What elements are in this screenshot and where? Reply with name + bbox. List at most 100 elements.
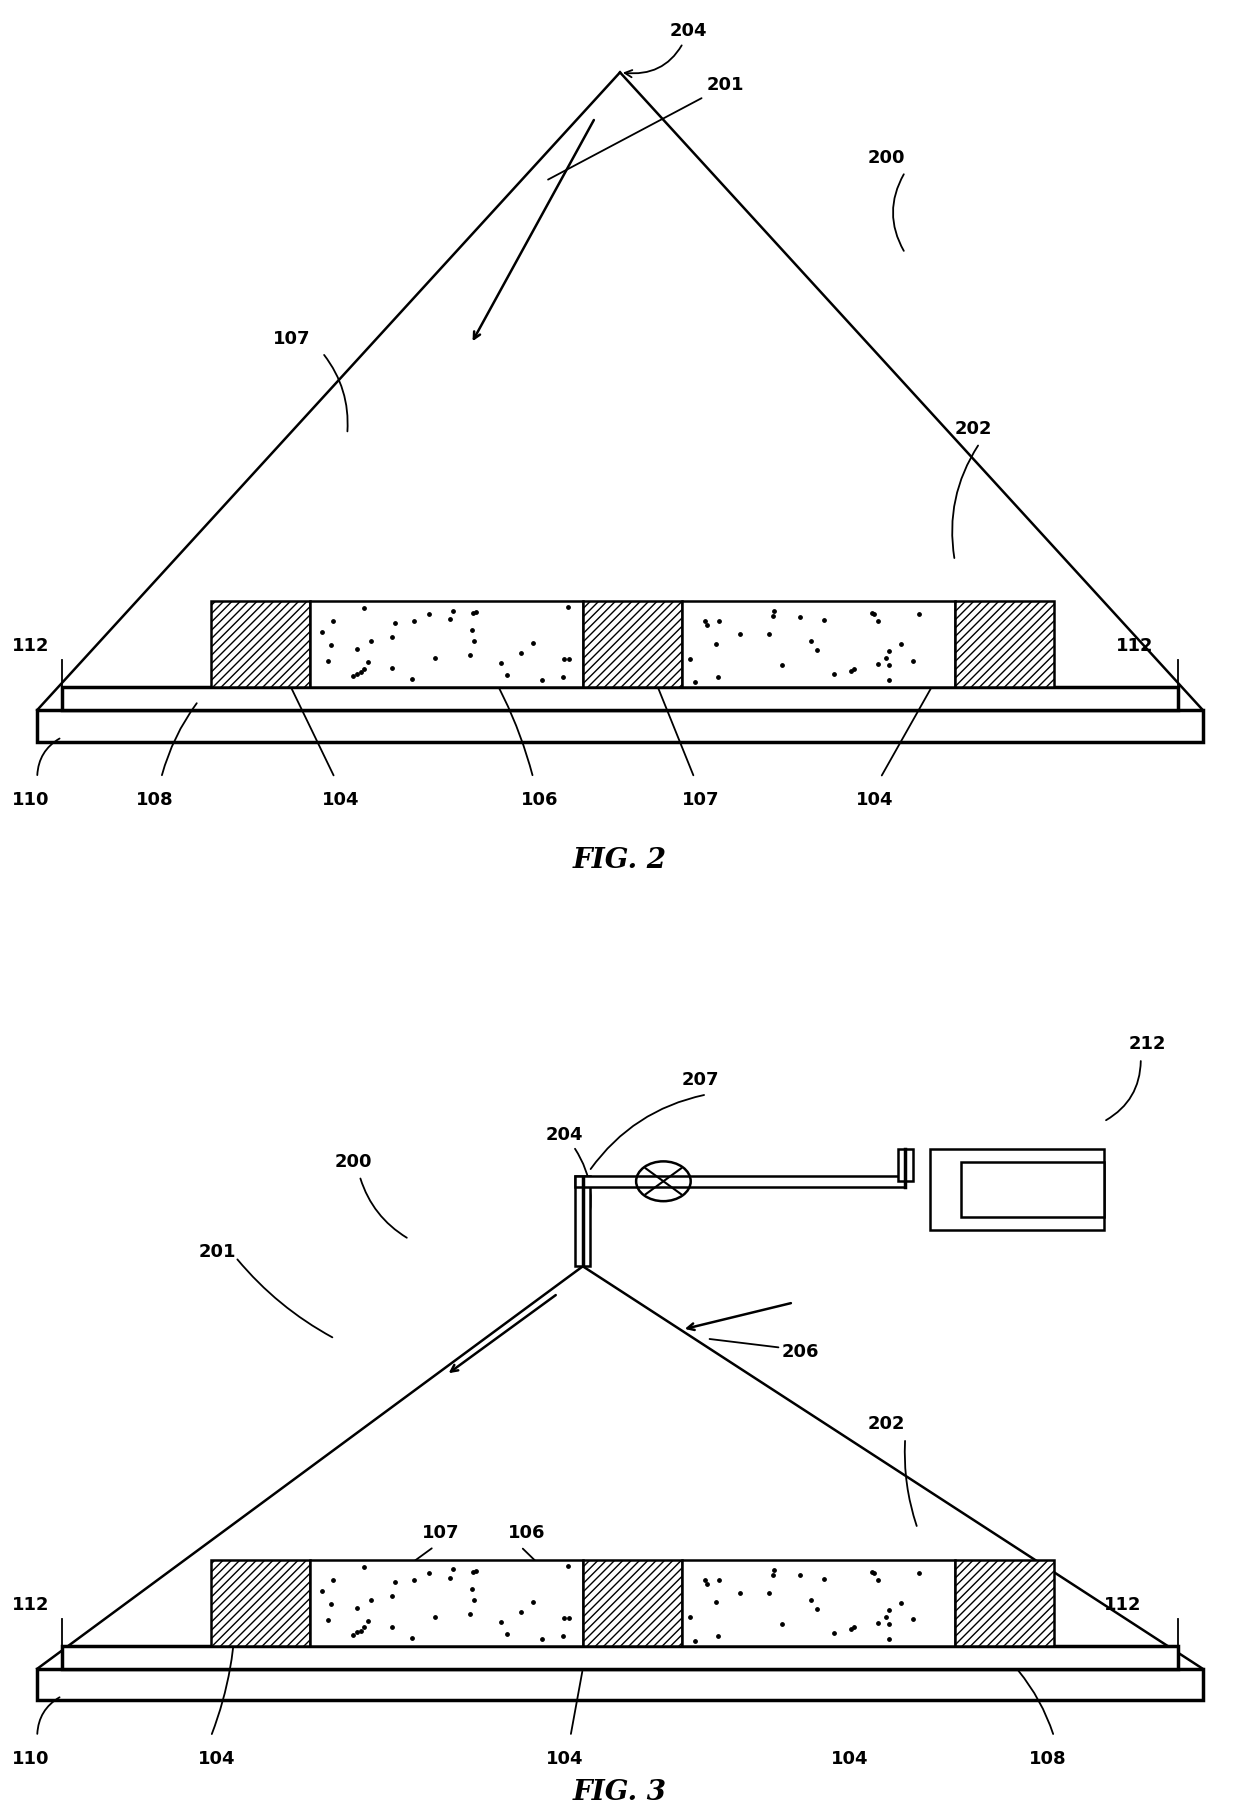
Point [321,630,341,658]
Point [841,1615,861,1644]
Bar [211,1559,310,1646]
Point [903,646,923,675]
Point [864,599,884,628]
Point [684,668,704,696]
Point [404,606,424,635]
Point [877,644,897,673]
Point [319,648,339,677]
Point [351,1617,371,1646]
Bar [575,1176,590,1266]
Point [355,1552,374,1581]
Point [382,1612,402,1641]
Bar [682,1559,955,1646]
Text: 107: 107 [682,791,719,809]
Point [465,1585,485,1614]
Point [382,653,402,682]
Point [460,640,480,669]
Point [903,1605,923,1634]
Point [879,1610,899,1639]
Text: 201: 201 [548,76,744,179]
Text: 200: 200 [335,1152,372,1170]
Text: 107: 107 [422,1523,459,1541]
Point [879,1596,899,1624]
Point [419,599,439,628]
Point [497,1619,517,1648]
Text: 107: 107 [273,329,310,347]
Point [463,1558,482,1586]
Point [559,1603,579,1632]
Bar [62,1646,1178,1668]
Text: 110: 110 [12,791,50,809]
Point [558,593,578,622]
Point [497,660,517,689]
Bar [310,601,583,687]
Point [553,662,573,691]
Point [324,606,343,635]
Point [801,628,821,657]
Point [465,1556,485,1585]
Point [382,622,402,651]
Point [358,648,378,677]
Text: 112: 112 [1104,1596,1141,1614]
Point [362,1585,382,1614]
Bar [575,1176,905,1187]
Point [759,1579,779,1608]
Point [759,620,779,649]
Point [879,637,899,666]
Point [890,1588,910,1617]
Point [553,1621,573,1650]
Text: 108: 108 [136,791,174,809]
Point [771,651,791,680]
Text: 112: 112 [1116,637,1153,655]
Text: 104: 104 [322,791,360,809]
Point [355,593,374,622]
Point [730,1577,750,1606]
Point [386,610,405,639]
Point [680,1603,699,1632]
Point [684,1626,704,1655]
Bar [310,1559,583,1646]
Point [491,649,511,678]
Point [801,1586,821,1615]
Text: 200: 200 [868,148,905,166]
Point [554,646,574,675]
Point [523,628,543,657]
Bar [211,601,310,687]
Point [825,660,844,689]
Text: 106: 106 [508,1523,546,1541]
Point [386,1568,405,1597]
Point [864,1558,884,1586]
Point [342,1621,362,1650]
Text: 201: 201 [198,1243,236,1261]
Text: 104: 104 [831,1749,868,1767]
Point [877,1603,897,1632]
Bar [955,601,1054,687]
Point [698,610,718,639]
Text: 106: 106 [521,791,558,809]
Point [440,604,460,633]
Point [909,601,929,630]
Point [694,606,714,635]
Point [404,1565,424,1594]
Point [443,1556,463,1585]
Point [353,655,373,684]
Point [708,662,728,691]
Point [491,1608,511,1637]
Point [419,1558,439,1586]
Point [825,1619,844,1648]
Point [862,1558,882,1586]
Text: 202: 202 [868,1415,905,1433]
Point [909,1559,929,1588]
Point [523,1586,543,1615]
Point [554,1605,574,1634]
Text: 104: 104 [856,791,893,809]
Point [402,666,422,695]
Point [709,1565,729,1594]
Bar [62,687,1178,711]
Point [771,1610,791,1639]
Point [862,599,882,628]
Bar [682,601,955,687]
Text: 110: 110 [12,1749,50,1767]
Text: 207: 207 [682,1071,719,1089]
Point [708,1621,728,1650]
